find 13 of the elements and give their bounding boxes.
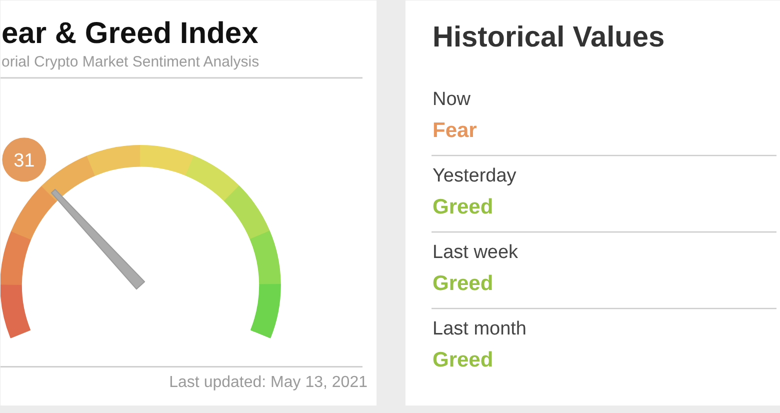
category-label: Last month [432, 318, 526, 340]
text: Greed [432, 272, 494, 295]
text: Greed [432, 196, 494, 218]
text: Historical Values [432, 22, 665, 54]
text: Fear [432, 119, 477, 142]
text: Last updated: May 13, 2021 [169, 374, 368, 392]
category-label: Now [432, 89, 471, 110]
category-label: Last week [432, 242, 519, 263]
category-label: Yesterday [432, 166, 517, 186]
text: ear & Greed Index [2, 16, 259, 50]
text: Greed [432, 348, 494, 372]
data-label: 31 [14, 150, 35, 172]
text: orial Crypto Market Sentiment Analysis [2, 54, 260, 71]
